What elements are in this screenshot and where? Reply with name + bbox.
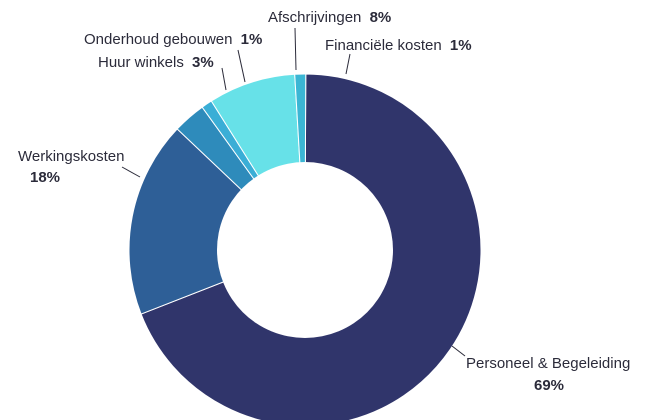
label-afschrijvingen: Afschrijvingen 8% <box>268 9 391 26</box>
value-personeel: 69% <box>534 377 564 394</box>
leader-afschrijvingen <box>294 27 297 71</box>
label-huur: Huur winkels 3% <box>98 54 214 71</box>
leader-personeel <box>451 345 466 357</box>
donut-hole <box>217 162 393 338</box>
label-financiele: Financiële kosten 1% <box>325 37 472 54</box>
leader-onderhoud <box>237 49 246 83</box>
slice-werkingskosten <box>128 128 306 315</box>
leader-huur <box>221 67 227 91</box>
leader-financiele <box>345 53 351 75</box>
leader-werkingskosten <box>121 166 141 178</box>
label-werkingskosten: Werkingskosten <box>18 148 124 165</box>
label-onderhoud: Onderhoud gebouwen 1% <box>84 31 262 48</box>
value-werkingskosten: 18% <box>30 169 60 186</box>
label-personeel: Personeel & Begeleiding <box>466 355 630 372</box>
